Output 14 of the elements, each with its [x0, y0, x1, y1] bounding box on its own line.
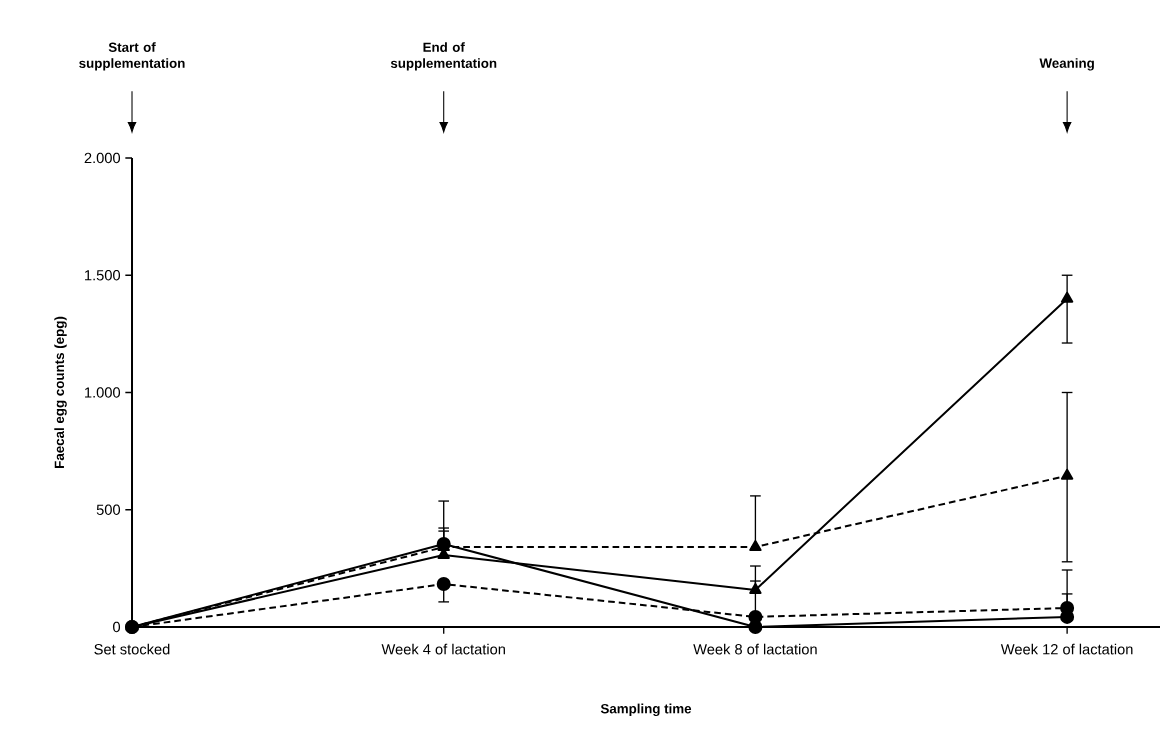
text: End of supplementation — [390, 42, 497, 71]
text: Start of supplementation — [79, 42, 185, 71]
text: Weaning — [1039, 58, 1094, 71]
x-axis-title: Sampling time — [600, 703, 692, 717]
y-tick-label: 0 — [113, 621, 121, 633]
y-axis-title: Faecal egg counts (epg) — [54, 316, 67, 468]
x-tick-label: Week 4 of lactation — [381, 643, 505, 655]
x-tick-label: Week 8 of lactation — [693, 643, 817, 655]
x-tick-label: Set stocked — [94, 643, 170, 655]
y-tick-label: 500 — [96, 504, 121, 515]
x-tick-label: Week 12 of lactation — [1000, 643, 1133, 655]
y-tick-label: 2.000 — [84, 152, 121, 164]
y-tick-label: 1.500 — [85, 270, 121, 281]
y-tick-label: 1.000 — [85, 387, 121, 398]
